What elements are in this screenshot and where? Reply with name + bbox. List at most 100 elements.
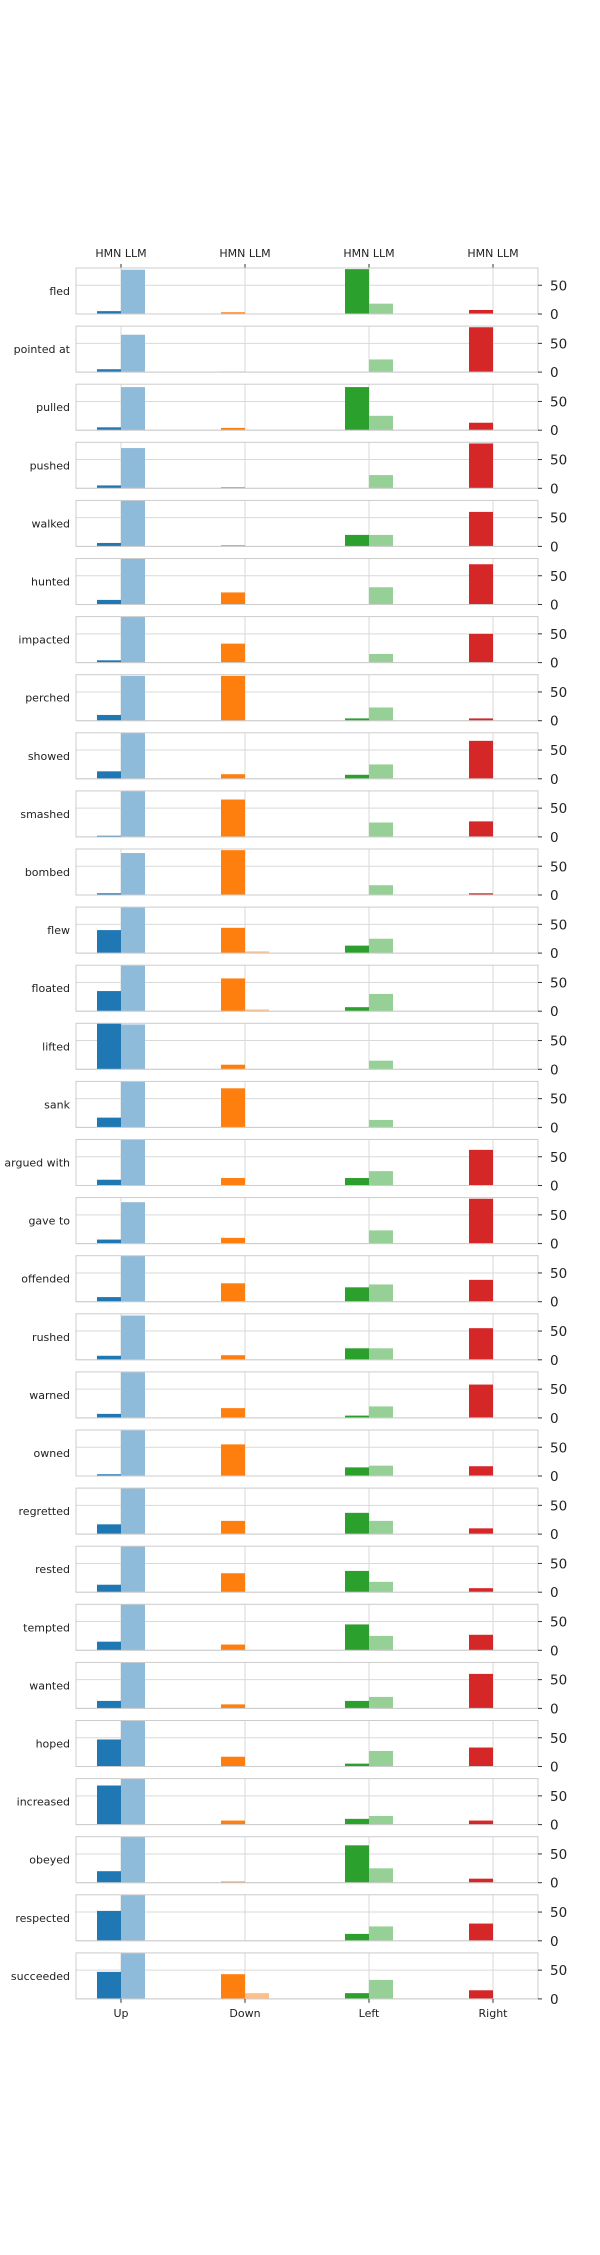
bar-right-hmn [469, 443, 493, 489]
bar-left-hmn [345, 1512, 369, 1535]
bar-down-hmn [221, 927, 245, 954]
subplot-frame [75, 1313, 539, 1361]
bar-left-llm [369, 475, 393, 489]
bar-left-llm [369, 1750, 393, 1767]
bar-up-llm [121, 558, 145, 605]
bar-right-hmn [469, 1923, 493, 1941]
bar-left-hmn [345, 945, 369, 954]
bar-right-hmn [469, 422, 493, 431]
bar-up-llm [121, 1604, 145, 1651]
bar-left-hmn [345, 1570, 369, 1593]
bar-up-hmn [97, 1179, 121, 1186]
bar-up-hmn [97, 771, 121, 779]
bar-down-hmn [221, 1088, 245, 1128]
bar-left-hmn [345, 1845, 369, 1883]
bar-down-hmn [221, 1237, 245, 1244]
bar-up-llm [121, 1371, 145, 1418]
bar-left-llm [369, 1868, 393, 1883]
y-tick-label: 50 [550, 1034, 567, 1050]
bar-down-hmn [221, 1974, 245, 1999]
y-tick-label: 50 [550, 1382, 567, 1398]
bar-up-llm [121, 387, 145, 431]
bar-left-llm [369, 1230, 393, 1244]
bar-left-hmn [345, 1763, 369, 1767]
bar-right-hmn [469, 1528, 493, 1535]
bar-up-llm [121, 334, 145, 373]
row-label-pushed: pushed [30, 459, 70, 472]
subplot-frame [75, 1778, 539, 1826]
bar-down-hmn [221, 1573, 245, 1593]
bar-up-llm [121, 1430, 145, 1476]
bar-left-hmn [345, 774, 369, 779]
bar-down-hmn [221, 1444, 245, 1476]
y-tick-label: 0 [550, 1004, 559, 1020]
bar-up-llm [121, 1139, 145, 1186]
y-tick-label: 0 [550, 481, 559, 497]
y-tick-label: 0 [550, 598, 559, 614]
y-tick-label: 0 [550, 1992, 559, 2008]
subplot-frame [75, 1487, 539, 1535]
y-tick-label: 0 [550, 1701, 559, 1717]
bar-left-llm [369, 1926, 393, 1941]
y-tick-label: 50 [550, 1092, 567, 1108]
y-tick-label: 50 [550, 975, 567, 991]
subplot-frame [75, 1661, 539, 1709]
bar-down-hmn [221, 799, 245, 837]
bar-up-llm [121, 1952, 145, 1999]
bar-up-hmn [97, 1971, 121, 1999]
y-tick-label: 50 [550, 1615, 567, 1631]
y-tick-label: 0 [550, 714, 559, 730]
subplot-frame [75, 1952, 539, 2000]
bar-left-llm [369, 938, 393, 954]
bar-right-hmn [469, 1149, 493, 1186]
bar-up-hmn [97, 1641, 121, 1651]
bar-up-hmn [97, 1413, 121, 1418]
y-tick-label: 0 [550, 888, 559, 904]
y-tick-label: 0 [550, 1760, 559, 1776]
bar-right-hmn [469, 893, 493, 895]
bar-up-hmn [97, 1239, 121, 1244]
bar-down-hmn [221, 1820, 245, 1825]
bar-left-hmn [345, 387, 369, 431]
bar-left-llm [369, 1171, 393, 1186]
bar-left-llm [369, 1520, 393, 1535]
bar-up-llm [121, 1546, 145, 1593]
y-tick-label: 0 [550, 1120, 559, 1136]
bar-up-llm [121, 1836, 145, 1883]
row-label-impacted: impacted [18, 634, 70, 647]
bar-right-hmn [469, 1198, 493, 1244]
subplot-frame [75, 1836, 539, 1884]
y-tick-label: 50 [550, 627, 567, 643]
y-tick-label: 50 [550, 1905, 567, 1921]
bar-right-hmn [469, 327, 493, 373]
y-tick-label: 50 [550, 1556, 567, 1572]
subplot-frame [75, 499, 539, 547]
bar-up-hmn [97, 930, 121, 954]
row-label-rushed: rushed [32, 1331, 70, 1344]
y-tick-label: 50 [550, 1440, 567, 1456]
bar-left-llm [369, 1696, 393, 1709]
row-label-walked: walked [31, 517, 70, 530]
bar-up-hmn [97, 1785, 121, 1825]
subplot-frame [75, 1022, 539, 1070]
bar-up-llm [121, 1202, 145, 1244]
bar-down-hmn [221, 1881, 245, 1883]
bar-down-hmn [221, 487, 245, 489]
subplot-frame [75, 325, 539, 373]
y-tick-label: 50 [550, 1789, 567, 1805]
bar-up-hmn [97, 1871, 121, 1883]
y-tick-label: 0 [550, 1876, 559, 1892]
y-tick-label: 50 [550, 1673, 567, 1689]
bar-down-hmn [221, 1355, 245, 1360]
bar-up-llm [121, 1255, 145, 1302]
row-label-regretted: regretted [19, 1505, 70, 1518]
row-label-wanted: wanted [29, 1679, 70, 1692]
y-tick-label: 50 [550, 569, 567, 585]
y-tick-label: 0 [550, 1585, 559, 1601]
bar-up-llm [121, 1488, 145, 1535]
bar-left-llm [369, 1815, 393, 1825]
row-label-showed: showed [28, 750, 70, 763]
row-label-succeeded: succeeded [11, 1970, 70, 1983]
